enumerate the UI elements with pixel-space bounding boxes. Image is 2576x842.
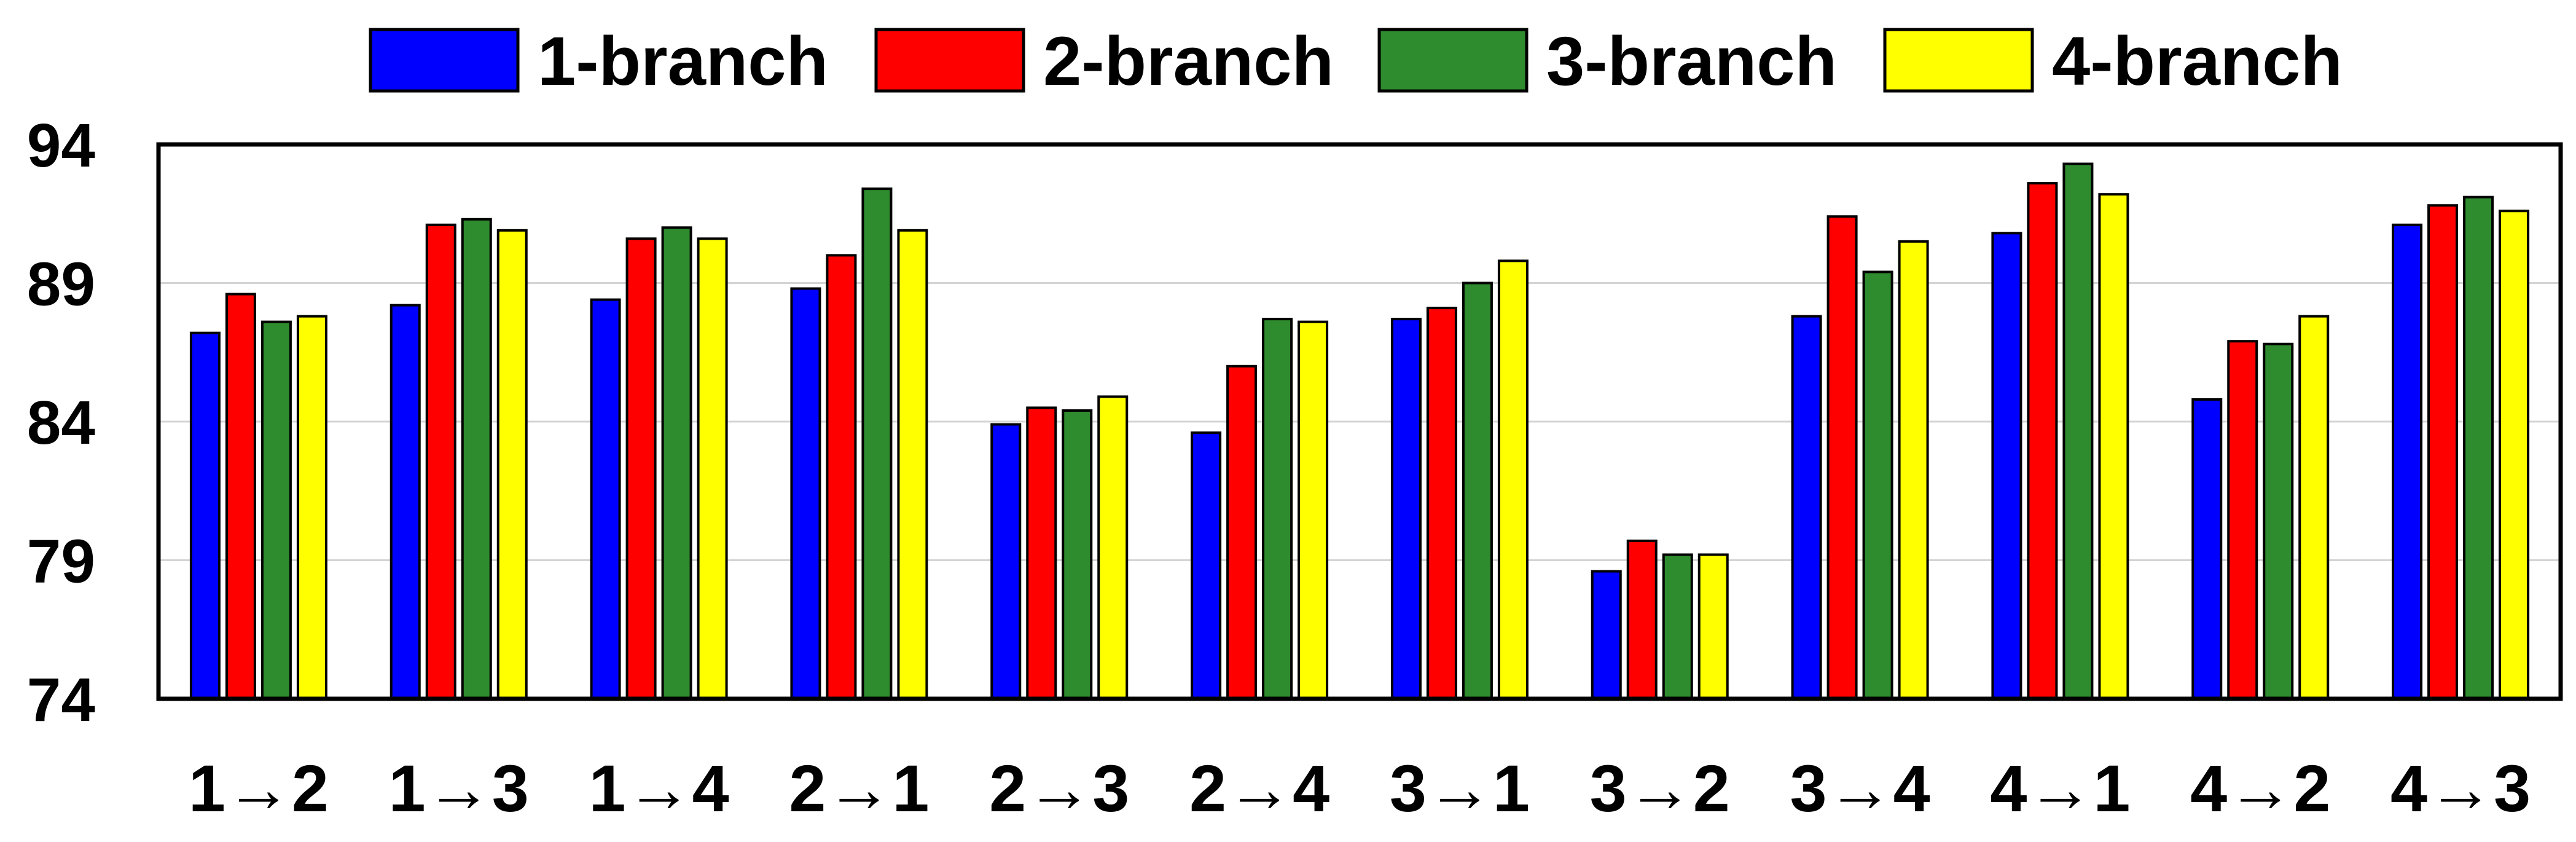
y-tick-label: 94 [27, 111, 96, 180]
legend-swatch [874, 28, 1025, 93]
x-tick-label: 4→2 [2190, 751, 2330, 825]
x-tick-label: 4→1 [1990, 751, 2130, 825]
legend-label: 3-branch [1546, 23, 1837, 100]
legend-swatch [1883, 28, 2034, 93]
y-tick-label: 84 [27, 388, 96, 457]
legend-label: 4-branch [2052, 23, 2343, 100]
bar-1-branch-8 [1791, 315, 1822, 700]
x-tick-label: 1→3 [389, 751, 529, 825]
x-axis-ticks: 1→2 1→3 1→4 2→1 2→3 2→4 3→1 3→2 3→4 4→1 4→2 4→3 [189, 751, 2531, 825]
y-tick-label: 74 [27, 666, 96, 734]
bar-3-branch-3 [861, 187, 893, 701]
bar-3-branch-2 [661, 226, 692, 700]
bar-3-branch-10 [2263, 342, 2294, 700]
bar-2-branch-8 [1826, 215, 1858, 700]
bar-2-branch-0 [225, 293, 256, 701]
bar-1-branch-6 [1390, 318, 1422, 700]
x-tick-label: 4→3 [2390, 751, 2531, 825]
bar-1-branch-2 [590, 298, 621, 700]
bar-4-branch-5 [1298, 320, 1329, 700]
legend-label: 2-branch [1043, 23, 1334, 100]
bar-4-branch-3 [897, 229, 928, 700]
bar-2-branch-3 [826, 254, 857, 700]
legend: 1-branch 2-branch 3-branch 4-branch [369, 23, 2343, 100]
bar-4-branch-7 [1697, 553, 1729, 700]
y-axis-ticks: 74 79 84 89 94 [27, 111, 96, 734]
bar-1-branch-9 [1991, 232, 2022, 700]
bar-1-branch-0 [189, 331, 221, 700]
legend-swatch [1377, 28, 1529, 93]
legend-swatch [369, 28, 520, 93]
bar-1-branch-10 [2191, 398, 2223, 700]
grid-lines [159, 282, 2561, 561]
plot-frame [156, 142, 2563, 701]
bar-1-branch-1 [390, 304, 421, 700]
bar-4-branch-6 [1497, 259, 1529, 701]
x-tick-label: 1→4 [589, 751, 729, 825]
x-tick-label: 2→4 [1189, 751, 1329, 825]
bar-3-branch-1 [461, 218, 492, 700]
bar-2-branch-7 [1626, 539, 1658, 700]
legend-label: 1-branch [538, 23, 828, 100]
bar-4-branch-10 [2298, 315, 2330, 700]
bar-2-branch-10 [2227, 340, 2258, 700]
x-tick-label: 2→1 [789, 751, 929, 825]
x-tick-label: 3→2 [1590, 751, 1730, 825]
bar-4-branch-9 [2098, 193, 2129, 700]
bar-3-branch-6 [1462, 281, 1493, 700]
bar-3-branch-4 [1062, 409, 1093, 701]
x-tick-label: 3→1 [1390, 751, 1530, 825]
y-tick-label: 89 [27, 250, 95, 319]
bar-2-branch-1 [425, 223, 456, 701]
bar-3-branch-5 [1262, 318, 1293, 700]
bar-4-branch-2 [697, 237, 728, 700]
bar-4-branch-1 [496, 229, 528, 700]
bar-4-branch-11 [2499, 210, 2530, 700]
bar-2-branch-11 [2427, 204, 2459, 701]
bar-4-branch-0 [296, 315, 327, 700]
x-tick-label: 1→2 [189, 751, 329, 825]
bar-3-branch-11 [2463, 195, 2494, 700]
bar-4-branch-4 [1097, 395, 1129, 700]
bar-1-branch-4 [990, 423, 1022, 700]
bar-2-branch-6 [1426, 307, 1457, 700]
bar-1-branch-11 [2392, 223, 2423, 701]
bar-2-branch-5 [1226, 364, 1258, 700]
x-tick-label: 3→4 [1790, 751, 1930, 825]
bar-2-branch-9 [2027, 182, 2058, 700]
bar-3-branch-8 [1862, 270, 1893, 700]
bar-3-branch-0 [260, 320, 292, 700]
bar-1-branch-7 [1591, 570, 1622, 700]
bar-2-branch-2 [625, 237, 657, 700]
y-tick-label: 79 [27, 527, 95, 596]
bar-3-branch-7 [1662, 553, 1693, 700]
bar-1-branch-3 [790, 287, 821, 700]
bar-4-branch-8 [1898, 240, 1929, 701]
x-tick-label: 2→3 [989, 751, 1129, 825]
bar-2-branch-4 [1026, 406, 1057, 700]
bars [189, 162, 2530, 701]
bar-3-branch-9 [2062, 162, 2094, 700]
bar-1-branch-5 [1191, 431, 1222, 700]
